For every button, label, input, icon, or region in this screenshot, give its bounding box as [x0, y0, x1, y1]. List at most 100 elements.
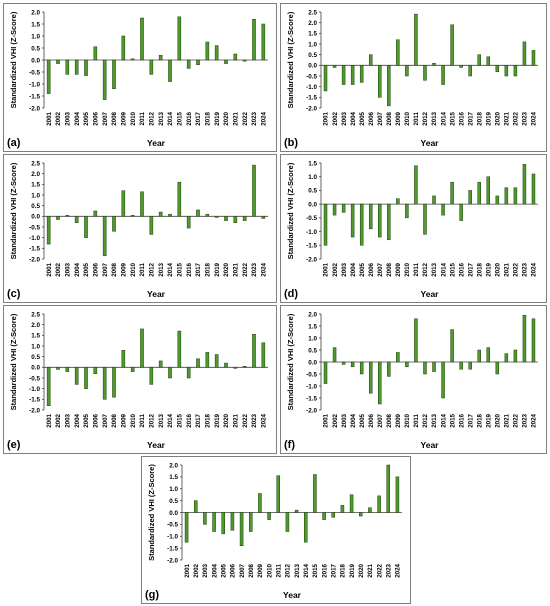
bar-2006 [368, 203, 373, 230]
bar-2018 [205, 213, 210, 217]
x-tick-label: 2010 [404, 262, 411, 276]
bar-2008 [112, 216, 116, 232]
y-tick-label: 1.5 [308, 31, 317, 38]
bar-2024 [531, 318, 536, 363]
bar-2007 [102, 367, 107, 400]
bar-2009 [258, 493, 262, 513]
x-tick-label: 2020 [223, 262, 230, 276]
x-tick-label: 2013 [431, 413, 438, 427]
x-tick-label: 2014 [167, 413, 174, 427]
bar-2010 [130, 215, 135, 217]
x-tick-label: 2020 [495, 413, 502, 427]
bar-2013 [432, 195, 436, 205]
x-tick-label: 2001 [323, 262, 330, 276]
x-tick-label: 2018 [476, 413, 483, 427]
bar-2006 [93, 210, 98, 217]
x-tick-label: 2002 [332, 413, 339, 427]
y-tick-label: -2.0 [306, 256, 317, 263]
x-tick-label: 2023 [522, 413, 529, 427]
y-tick-label: -2.0 [306, 105, 317, 112]
panel-label: (c) [7, 288, 21, 300]
x-tick-label: 2003 [341, 413, 348, 427]
x-tick-label: 2002 [55, 413, 62, 427]
bar-2002 [56, 216, 60, 220]
x-tick-label: 2003 [65, 262, 72, 276]
y-tick-label: 1.0 [308, 335, 317, 342]
bar-2015 [177, 181, 182, 217]
x-tick-label: 2003 [65, 111, 72, 125]
bar-2005 [359, 203, 364, 246]
y-tick-label: 1.5 [308, 323, 317, 330]
bar-2014 [441, 65, 445, 85]
x-tick-label: 2020 [495, 111, 502, 125]
x-tick-label: 2002 [55, 262, 62, 276]
bar-2001 [184, 512, 189, 543]
bar-2012 [423, 361, 427, 375]
y-tick-label: 0.5 [308, 347, 317, 354]
y-tick-label: -1.0 [306, 84, 317, 91]
bar-2001 [46, 216, 51, 245]
bar-2018 [477, 181, 481, 205]
x-axis-title: Year [283, 590, 302, 600]
x-tick-label: 2005 [220, 563, 227, 577]
bar-2024 [261, 216, 266, 219]
y-tick-label: 1.0 [308, 41, 317, 48]
x-tick-label: 2004 [74, 413, 81, 427]
bar-2001 [323, 203, 328, 246]
bar-2006 [368, 54, 373, 66]
bar-2022 [242, 59, 247, 62]
panel-label: (g) [145, 589, 159, 601]
x-tick-label: 2011 [139, 413, 146, 427]
x-tick-label: 2017 [195, 413, 202, 427]
x-tick-label: 2015 [177, 262, 184, 276]
bar-2010 [267, 512, 271, 520]
x-tick-label: 2013 [431, 262, 438, 276]
bar-2019 [486, 176, 491, 205]
x-axis-title: Year [147, 138, 166, 148]
y-tick-label: -1.5 [29, 397, 40, 404]
x-tick-label: 2007 [377, 111, 384, 125]
bar-2016 [186, 216, 191, 229]
x-tick-label: 2008 [386, 111, 393, 125]
bar-2005 [84, 59, 88, 76]
y-tick-label: 0.5 [31, 203, 40, 210]
bar-2021 [504, 187, 509, 205]
x-axis-title: Year [421, 440, 440, 450]
bar-2017 [331, 512, 336, 518]
x-axis-title: Year [147, 289, 166, 299]
bar-2014 [441, 203, 445, 216]
x-tick-label: 2019 [485, 413, 492, 427]
x-tick-label: 2003 [65, 413, 72, 427]
y-tick-label: -1.5 [306, 243, 317, 250]
x-tick-label: 2015 [312, 563, 319, 577]
y-tick-label: 0.5 [308, 188, 317, 195]
x-tick-label: 2008 [386, 413, 393, 427]
x-tick-label: 2012 [422, 262, 429, 276]
y-tick-label: -2.0 [29, 407, 40, 414]
x-tick-label: 2007 [102, 413, 109, 427]
bar-2010 [130, 367, 135, 372]
x-tick-label: 2021 [233, 262, 240, 276]
x-tick-label: 2005 [83, 413, 90, 427]
bar-2017 [468, 190, 472, 205]
bar-2008 [387, 65, 391, 107]
x-tick-label: 2023 [522, 111, 529, 125]
x-tick-label: 2004 [350, 262, 357, 276]
y-tick-label: 1.5 [308, 160, 317, 167]
x-tick-label: 2019 [485, 111, 492, 125]
bar-2006 [93, 367, 98, 374]
bar-2022 [242, 216, 247, 221]
x-tick-label: 2024 [531, 413, 538, 427]
x-tick-label: 2018 [205, 262, 212, 276]
bar-2020 [224, 362, 228, 368]
x-tick-label: 2020 [495, 262, 502, 276]
y-tick-label: 1.0 [169, 486, 178, 493]
bar-2001 [323, 65, 328, 92]
y-tick-label: 0.5 [308, 52, 317, 59]
x-tick-label: 2016 [458, 111, 465, 125]
x-tick-label: 2015 [449, 413, 456, 427]
x-tick-label: 2014 [440, 111, 447, 125]
bar-2002 [56, 59, 60, 64]
x-tick-label: 2006 [93, 262, 100, 276]
bar-2022 [513, 65, 518, 77]
